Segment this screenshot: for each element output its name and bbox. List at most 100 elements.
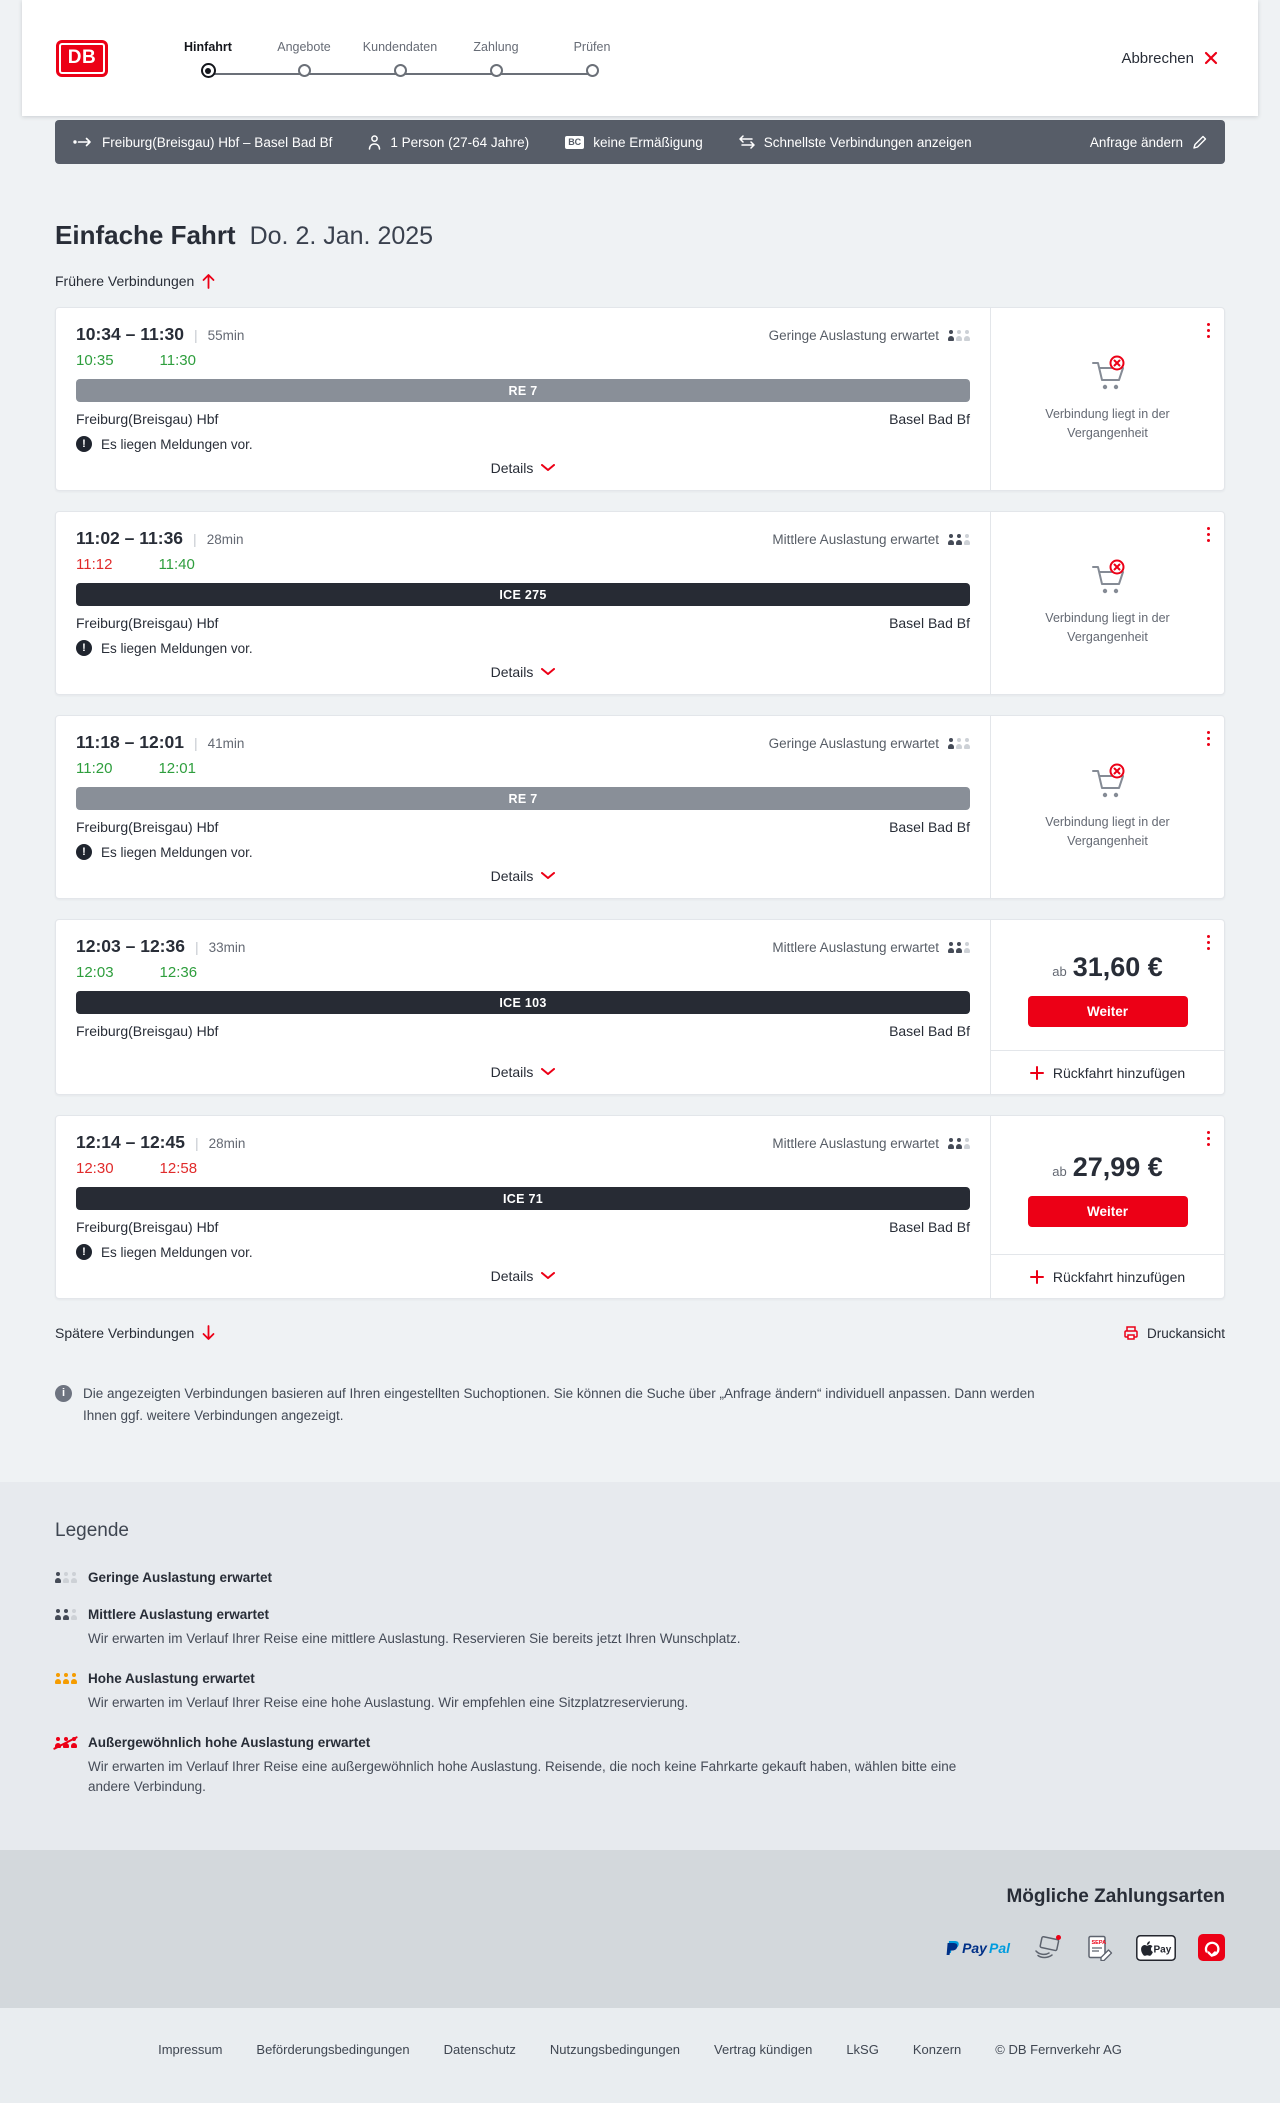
bahncard-icon: BC (565, 135, 585, 149)
person-icon (369, 134, 381, 150)
chevron-down-icon (541, 1272, 556, 1279)
footer-link-impressum[interactable]: Impressum (158, 2041, 223, 2057)
passenger-label: 1 Person (27-64 Jahre) (390, 134, 530, 150)
realtime-departure: 12:03 (76, 964, 114, 981)
stations-row: Freiburg(Breisgau) Hbf Basel Bad Bf (76, 1219, 970, 1235)
more-options-button[interactable] (1205, 522, 1213, 547)
details-label: Details (490, 460, 534, 476)
sort-connections-button[interactable]: Schnellste Verbindungen anzeigen (739, 135, 972, 150)
chevron-down-icon (541, 1068, 556, 1075)
footer-link-vertrag-kuendigen[interactable]: Vertrag kündigen (714, 2041, 813, 2057)
messages-row: ! Es liegen Meldungen vor. (76, 1244, 970, 1260)
destination-station: Basel Bad Bf (889, 615, 970, 631)
results-area: Einfache Fahrt Do. 2. Jan. 2025 Frühere … (0, 220, 1280, 1428)
details-label: Details (490, 1064, 534, 1080)
plus-icon (1029, 1269, 1044, 1284)
connection-times: 11:02 – 11:36 (76, 528, 184, 548)
print-view-label: Druckansicht (1146, 1325, 1225, 1341)
legend-item-low: Geringe Auslastung erwartet (55, 1570, 1225, 1585)
continue-button[interactable]: Weiter (1027, 1195, 1188, 1227)
print-view-button[interactable]: Druckansicht (1123, 1325, 1225, 1341)
later-connections-label: Spätere Verbindungen (55, 1325, 195, 1341)
realtime-times: 11:12 11:40 (76, 556, 970, 573)
occupancy-low-icon (948, 330, 970, 341)
occupancy-indicator: Mittlere Auslastung erwartet (772, 532, 970, 547)
connection-main: 10:34 – 11:30 | 55min Geringe Auslastung… (56, 308, 990, 490)
connection-times: 11:18 – 12:01 (76, 732, 185, 752)
details-toggle[interactable]: Details (487, 656, 560, 682)
add-return-button[interactable]: Rückfahrt hinzufügen (991, 1254, 1224, 1298)
occupancy-medium-icon (948, 1138, 970, 1149)
credit-card-icon (1032, 1934, 1064, 1962)
occupancy-label: Mittlere Auslastung erwartet (772, 940, 939, 955)
more-options-button[interactable] (1205, 318, 1213, 343)
info-icon: i (55, 1385, 72, 1402)
step-pruefen[interactable]: Prüfen (544, 40, 640, 78)
occupancy-indicator: Mittlere Auslastung erwartet (772, 940, 970, 955)
stations-row: Freiburg(Breisgau) Hbf Basel Bad Bf (76, 615, 970, 631)
more-options-button[interactable] (1205, 726, 1213, 751)
legend-item-exceptional: Außergewöhnlich hohe Auslastung erwartet… (55, 1735, 1225, 1798)
footer-links: Impressum Beförderungsbedingungen Datens… (55, 2042, 1225, 2057)
connection-actions: Verbindung liegt in der Vergangenheit (990, 308, 1224, 490)
details-toggle[interactable]: Details (487, 860, 560, 886)
route-summary: Freiburg(Breisgau) Hbf – Basel Bad Bf (73, 135, 332, 150)
step-angebote[interactable]: Angebote (256, 40, 352, 78)
earlier-connections-label: Frühere Verbindungen (55, 273, 195, 289)
connection-times: 12:14 – 12:45 (76, 1132, 185, 1152)
payment-icons-row: Pay Pal SEPA Pay (55, 1934, 1225, 1962)
details-toggle[interactable]: Details (487, 1056, 560, 1082)
cancel-button[interactable]: Abbrechen (1115, 49, 1224, 68)
train-label-bar: RE 7 (76, 787, 970, 810)
legend-item-label: Mittlere Auslastung erwartet (88, 1606, 270, 1622)
details-toggle[interactable]: Details (487, 452, 560, 478)
messages-note: Es liegen Meldungen vor. (101, 1244, 253, 1260)
train-label-bar: ICE 103 (76, 991, 970, 1014)
route-label: Freiburg(Breisgau) Hbf – Basel Bad Bf (102, 134, 333, 150)
step-hinfahrt[interactable]: Hinfahrt (160, 40, 256, 78)
step-kundendaten[interactable]: Kundendaten (352, 40, 448, 78)
train-label-bar: ICE 275 (76, 583, 970, 606)
train-label-bar: RE 7 (76, 379, 970, 402)
db-logo-text: DB (67, 47, 97, 68)
apple-pay-icon: Pay (1136, 1934, 1176, 1961)
legend-item-description: Wir erwarten im Verlauf Ihrer Reise eine… (88, 1759, 957, 1795)
add-return-button[interactable]: Rückfahrt hinzufügen (991, 1050, 1224, 1094)
messages-row: ! Es liegen Meldungen vor. (76, 844, 970, 860)
footer-link-nutzungsbedingungen[interactable]: Nutzungsbedingungen (549, 2041, 681, 2057)
bahn-bonus-icon (1198, 1934, 1225, 1962)
more-options-button[interactable] (1205, 1126, 1213, 1151)
later-connections-link[interactable]: Spätere Verbindungen (55, 1325, 215, 1341)
step-label: Kundendaten (362, 40, 438, 54)
alert-icon: ! (76, 436, 92, 452)
one-way-route-icon (73, 137, 91, 147)
earlier-connections-link[interactable]: Frühere Verbindungen (55, 273, 215, 289)
footer-link-befoerderungsbedingungen[interactable]: Beförderungsbedingungen (256, 2041, 410, 2057)
details-toggle[interactable]: Details (487, 1260, 560, 1286)
occupancy-low-icon (55, 1571, 77, 1583)
edit-search-button[interactable]: Anfrage ändern (1090, 135, 1207, 150)
footer-link-konzern[interactable]: Konzern (912, 2041, 962, 2057)
separator: | (194, 735, 198, 751)
connection-actions: ab 31,60 € Weiter Rückfahrt hinzufügen (990, 920, 1224, 1094)
past-connection-label: Verbindung liegt in der Vergangenheit (1045, 610, 1170, 644)
alert-icon: ! (76, 1244, 92, 1260)
realtime-arrival: 11:30 (159, 352, 196, 369)
realtime-arrival: 12:01 (158, 760, 196, 777)
cart-unavailable-icon (1091, 559, 1124, 593)
origin-station: Freiburg(Breisgau) Hbf (76, 819, 219, 835)
past-connection-label: Verbindung liegt in der Vergangenheit (1045, 406, 1170, 440)
step-zahlung[interactable]: Zahlung (448, 40, 544, 78)
continue-button[interactable]: Weiter (1027, 995, 1188, 1027)
more-options-button[interactable] (1205, 930, 1213, 955)
connection-duration: 55min (207, 328, 245, 343)
past-connection-label: Verbindung liegt in der Vergangenheit (1045, 814, 1170, 848)
app-header: DB Hinfahrt Angebote Kundendaten Zahlung… (22, 0, 1258, 116)
messages-note: Es liegen Meldungen vor. (101, 640, 253, 656)
footer-link-lksg[interactable]: LkSG (846, 2041, 879, 2057)
checkout-stepper: Hinfahrt Angebote Kundendaten Zahlung Pr… (160, 38, 640, 78)
footer-link-datenschutz[interactable]: Datenschutz (443, 2041, 516, 2057)
step-dot-active (200, 63, 216, 78)
connection-duration: 28min (206, 532, 244, 547)
connection-duration: 33min (208, 940, 246, 955)
